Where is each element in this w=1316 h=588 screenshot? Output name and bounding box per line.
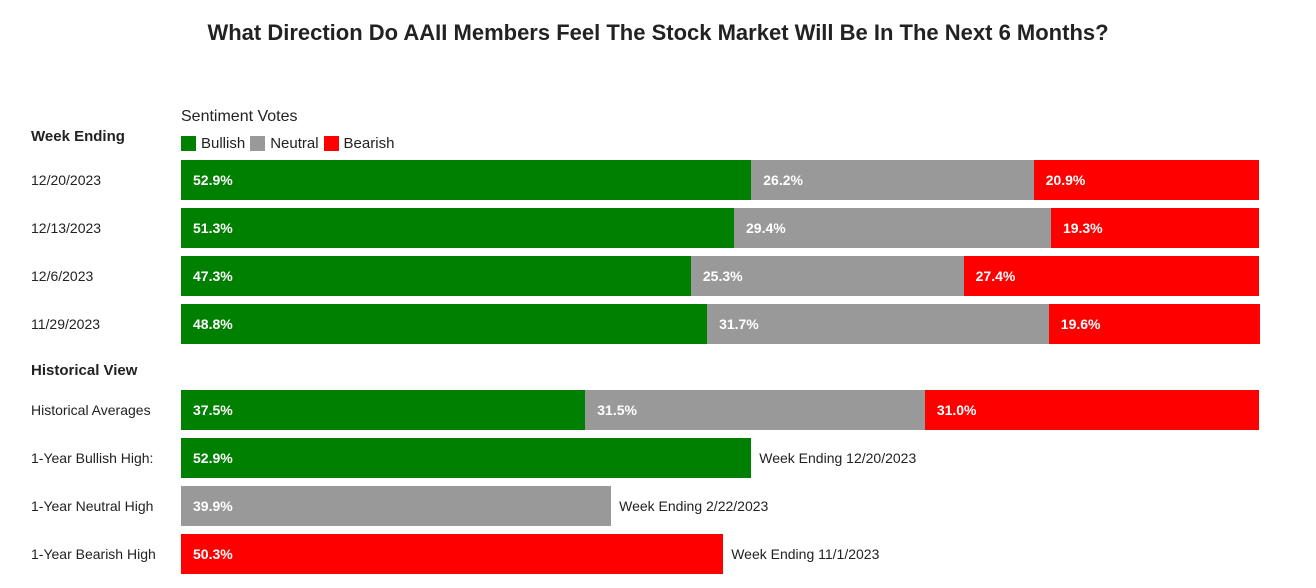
data-label: 19.6% [1060, 316, 1101, 332]
bar-segment-neutral: 39.9% [181, 486, 612, 526]
bar-annotation: Week Ending 12/20/2023 [759, 450, 917, 466]
data-label: 52.9% [193, 172, 233, 188]
legend-label-bullish: Bullish [201, 135, 246, 152]
bar-segment-neutral: 26.2% [751, 160, 1034, 200]
bar-segment-neutral: 29.4% [734, 208, 1051, 248]
data-label: 31.5% [597, 402, 637, 418]
bar-segment-bearish: 19.6% [1048, 304, 1261, 344]
data-label: 39.9% [193, 498, 233, 514]
bar-segment-bullish: 52.9% [181, 438, 752, 478]
bar-segment-bullish: 47.3% [181, 256, 691, 296]
bar-segment-neutral: 31.7% [707, 304, 1049, 344]
bar-segment-neutral: 25.3% [690, 256, 964, 296]
legend-label-bearish: Bearish [343, 135, 395, 152]
bar-segment-bullish: 37.5% [181, 390, 586, 430]
row-label: 1-Year Bearish High [31, 546, 156, 562]
legend-item-bearish: Bearish [323, 135, 395, 152]
legend: Bullish Neutral Bearish [181, 135, 399, 152]
data-label: 52.9% [193, 450, 233, 466]
bar-segment-bearish: 20.9% [1033, 160, 1259, 200]
data-label: 31.0% [936, 402, 977, 418]
row-label: 1-Year Neutral High [31, 498, 154, 514]
row-label: 1-Year Bullish High: [31, 450, 154, 466]
bar-annotation: Week Ending 11/1/2023 [731, 546, 880, 562]
legend-title: Sentiment Votes [181, 108, 298, 125]
bar-segment-bearish: 27.4% [963, 256, 1259, 296]
data-label: 29.4% [746, 220, 786, 236]
bar-segment-bullish: 51.3% [181, 208, 734, 248]
row-label: 12/13/2023 [31, 220, 102, 236]
data-label: 48.8% [193, 316, 233, 332]
bar-segment-bearish: 31.0% [924, 390, 1259, 430]
row-label: 11/29/2023 [31, 316, 101, 332]
bar-segment-bearish: 19.3% [1050, 208, 1259, 248]
legend-label-neutral: Neutral [270, 135, 319, 152]
data-label: 19.3% [1062, 220, 1103, 236]
bar-annotation: Week Ending 2/22/2023 [619, 498, 769, 514]
data-label: 20.9% [1045, 172, 1086, 188]
bar-segment-bearish: 50.3% [181, 534, 724, 574]
row-label: 12/20/2023 [31, 172, 102, 188]
section-heading: Historical View [31, 362, 138, 379]
legend-item-bullish: Bullish [181, 135, 245, 152]
data-label: 27.4% [975, 268, 1016, 284]
data-label: 26.2% [763, 172, 803, 188]
legend-item-neutral: Neutral [250, 135, 319, 152]
chart-title: What Direction Do AAII Members Feel The … [207, 20, 1109, 45]
bar-segment-bullish: 48.8% [181, 304, 708, 344]
data-label: 50.3% [193, 546, 233, 562]
data-label: 37.5% [193, 402, 233, 418]
data-label: 25.3% [702, 268, 743, 284]
legend-swatch-neutral [250, 136, 266, 151]
section-heading: Week Ending [31, 128, 125, 145]
data-label: 31.7% [719, 316, 759, 332]
bar-segment-bullish: 52.9% [181, 160, 752, 200]
bar-segment-neutral: 31.5% [585, 390, 925, 430]
data-label: 47.3% [193, 268, 233, 284]
row-label: 12/6/2023 [31, 268, 94, 284]
legend-swatch-bullish [181, 136, 196, 151]
row-label: Historical Averages [31, 402, 151, 418]
legend-swatch-bearish [323, 136, 339, 151]
data-label: 51.3% [193, 220, 233, 236]
